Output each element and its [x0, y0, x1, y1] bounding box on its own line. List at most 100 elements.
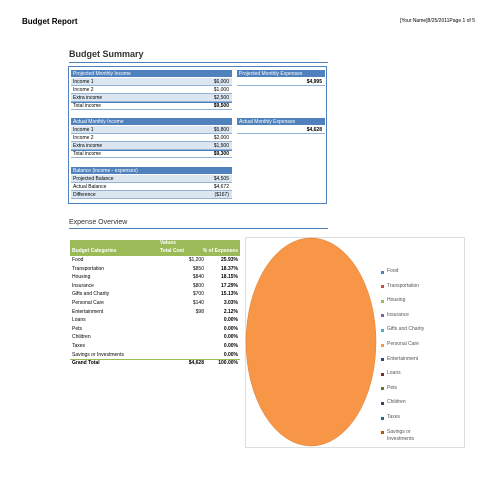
cost: $1,200 — [188, 257, 204, 263]
pivot-values: Values — [160, 240, 176, 246]
cost: $140 — [192, 300, 204, 306]
table-header — [71, 118, 232, 125]
row-value: $4,628 — [306, 127, 322, 133]
category: Transportation — [72, 265, 105, 272]
table-row — [71, 94, 232, 102]
pie-slice — [245, 237, 377, 447]
cost: $850 — [192, 265, 204, 272]
row-label: Projected Balance — [73, 176, 114, 182]
legend-swatch — [381, 299, 384, 303]
table-row — [71, 150, 232, 158]
column-header: Total Cost — [160, 248, 185, 254]
percent: 18.37% — [221, 265, 238, 272]
category: Entertainment — [72, 308, 104, 315]
table-row — [71, 126, 232, 134]
legend-label: Gifts and Charity — [387, 326, 425, 333]
row-value: $2,000 — [213, 135, 229, 141]
percent: 0.00% — [223, 317, 238, 324]
legend-label: Insurance — [387, 311, 409, 318]
percent: 0.00% — [223, 334, 238, 341]
row-value: $4,995 — [306, 79, 322, 85]
row-value: $6,000 — [213, 79, 229, 85]
legend-swatch — [381, 431, 384, 435]
row-label: Income 2 — [73, 135, 94, 141]
legend-swatch — [381, 285, 384, 289]
cost: $98 — [195, 308, 204, 315]
legend-label: Transportation — [387, 282, 420, 289]
table-title: Projected Monthly Expenses — [239, 70, 303, 77]
row-label: Total income — [73, 103, 102, 109]
report-meta: [Your Name]8/25/2011Page 1 of 5 — [399, 18, 475, 24]
row-label: Difference — [73, 192, 96, 198]
row-value: $9,500 — [213, 103, 229, 109]
legend-label: Loans — [387, 370, 401, 377]
table-title: Balance (income - expenses) — [73, 167, 138, 174]
legend-swatch — [381, 314, 384, 318]
legend-label: Personal Care — [387, 341, 419, 347]
table-row — [71, 86, 232, 94]
table-row — [71, 191, 232, 199]
chart-box — [245, 237, 465, 448]
percent: 0.00% — [223, 325, 238, 332]
column-header: % of Expenses — [202, 248, 238, 254]
section-title: Expense Overview — [69, 219, 128, 226]
legend-swatch — [381, 358, 384, 362]
table-row — [71, 142, 232, 150]
row-value: $9,300 — [213, 151, 229, 157]
category: Housing — [72, 274, 91, 281]
category: Taxes — [72, 343, 86, 349]
table-row — [71, 183, 232, 191]
row-label: Income 1 — [73, 79, 94, 85]
total-rule — [70, 359, 240, 360]
table-row — [237, 126, 325, 134]
row-value: ($167) — [214, 192, 229, 198]
row-value: $4,672 — [213, 184, 229, 190]
percent: 0.00% — [223, 351, 238, 358]
legend-swatch — [381, 416, 384, 420]
table-row — [71, 175, 232, 183]
category: Food — [72, 257, 84, 263]
legend-swatch — [381, 328, 384, 332]
table-row — [71, 78, 232, 86]
percent: 0.00% — [223, 343, 238, 349]
legend-label: Housing — [387, 297, 406, 304]
legend-swatch — [381, 270, 384, 274]
table-row — [71, 134, 232, 142]
row-label: Extra income — [73, 95, 103, 101]
percent: 18.15% — [221, 274, 238, 281]
legend-label: Food — [387, 268, 399, 274]
pie — [245, 237, 377, 447]
table-row — [71, 102, 232, 110]
category: Personal Care — [72, 300, 104, 306]
row-label: Income 2 — [73, 87, 94, 93]
table-title: Projected Monthly Income — [73, 70, 131, 77]
row-value: $4,505 — [213, 176, 229, 182]
row-label: Income 1 — [73, 127, 94, 133]
table-title: Actual Monthly Income — [73, 118, 124, 125]
percent: 100.00% — [218, 360, 238, 367]
category: Gifts and Charity — [72, 291, 110, 298]
legend-label: Pets — [387, 384, 398, 391]
category: Savings or Investments — [72, 351, 124, 358]
rule — [69, 228, 328, 229]
category: Pets — [72, 325, 83, 332]
cost: $700 — [192, 291, 204, 298]
row-label: Actual Balance — [73, 184, 107, 190]
table-title: Actual Monthly Expenses — [239, 118, 296, 125]
legend-label: Savings or Investments — [387, 428, 414, 442]
pivot-header — [70, 240, 240, 256]
report-title: Budget Report — [22, 17, 78, 26]
rule — [69, 62, 328, 63]
legend-swatch — [381, 401, 384, 405]
table-header — [71, 167, 232, 174]
row-label: Total income — [73, 151, 102, 157]
category: Children — [72, 334, 91, 341]
cost: $840 — [192, 274, 204, 281]
percent: 17.29% — [221, 282, 238, 289]
table-header — [237, 70, 325, 77]
legend-swatch — [381, 343, 384, 347]
legend-label: Children — [387, 399, 406, 406]
table-row — [237, 78, 325, 86]
legend-swatch — [381, 387, 384, 391]
table-header — [71, 70, 232, 77]
